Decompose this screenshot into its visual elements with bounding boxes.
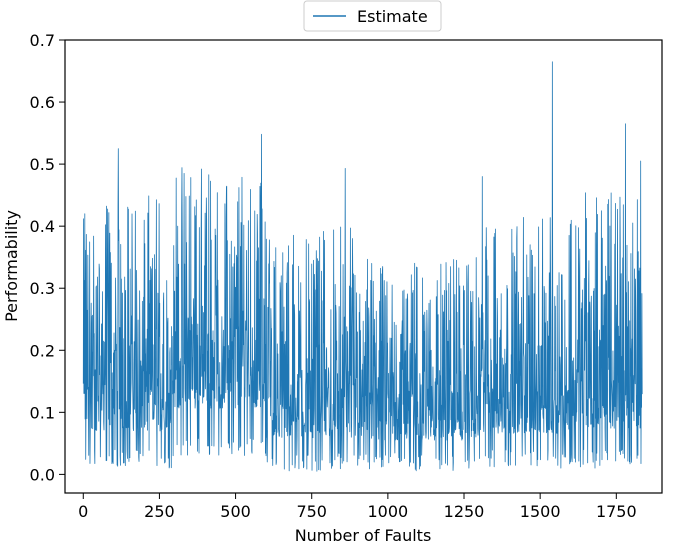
y-tick-label: 0.2 <box>30 341 55 360</box>
y-tick-label: 0.0 <box>30 465 55 484</box>
legend-label-estimate: Estimate <box>357 7 428 26</box>
x-axis-label: Number of Faults <box>295 526 432 545</box>
x-tick-label: 1500 <box>520 502 561 521</box>
x-tick-label: 1000 <box>368 502 409 521</box>
x-axis: 0 250 500 750 1000 1250 1500 1750 <box>78 493 637 521</box>
y-tick-label: 0.5 <box>30 155 55 174</box>
x-tick-label: 0 <box>78 502 88 521</box>
y-tick-label: 0.7 <box>30 31 55 50</box>
y-axis-label: Performability <box>2 210 21 322</box>
estimate-series <box>82 61 643 472</box>
y-tick-label: 0.1 <box>30 403 55 422</box>
legend: Estimate <box>303 0 442 32</box>
x-tick-label: 750 <box>296 502 327 521</box>
x-tick-label: 500 <box>220 502 251 521</box>
x-tick-label: 1750 <box>596 502 637 521</box>
y-tick-label: 0.4 <box>30 217 55 236</box>
x-tick-label: 250 <box>144 502 175 521</box>
legend-frame <box>303 0 442 32</box>
y-tick-label: 0.3 <box>30 279 55 298</box>
y-tick-label: 0.6 <box>30 93 55 112</box>
y-axis: 0.0 0.1 0.2 0.3 0.4 0.5 0.6 0.7 <box>30 31 65 484</box>
series-line-estimate <box>82 61 643 472</box>
x-tick-label: 1250 <box>444 502 485 521</box>
plot-frame <box>64 39 663 494</box>
